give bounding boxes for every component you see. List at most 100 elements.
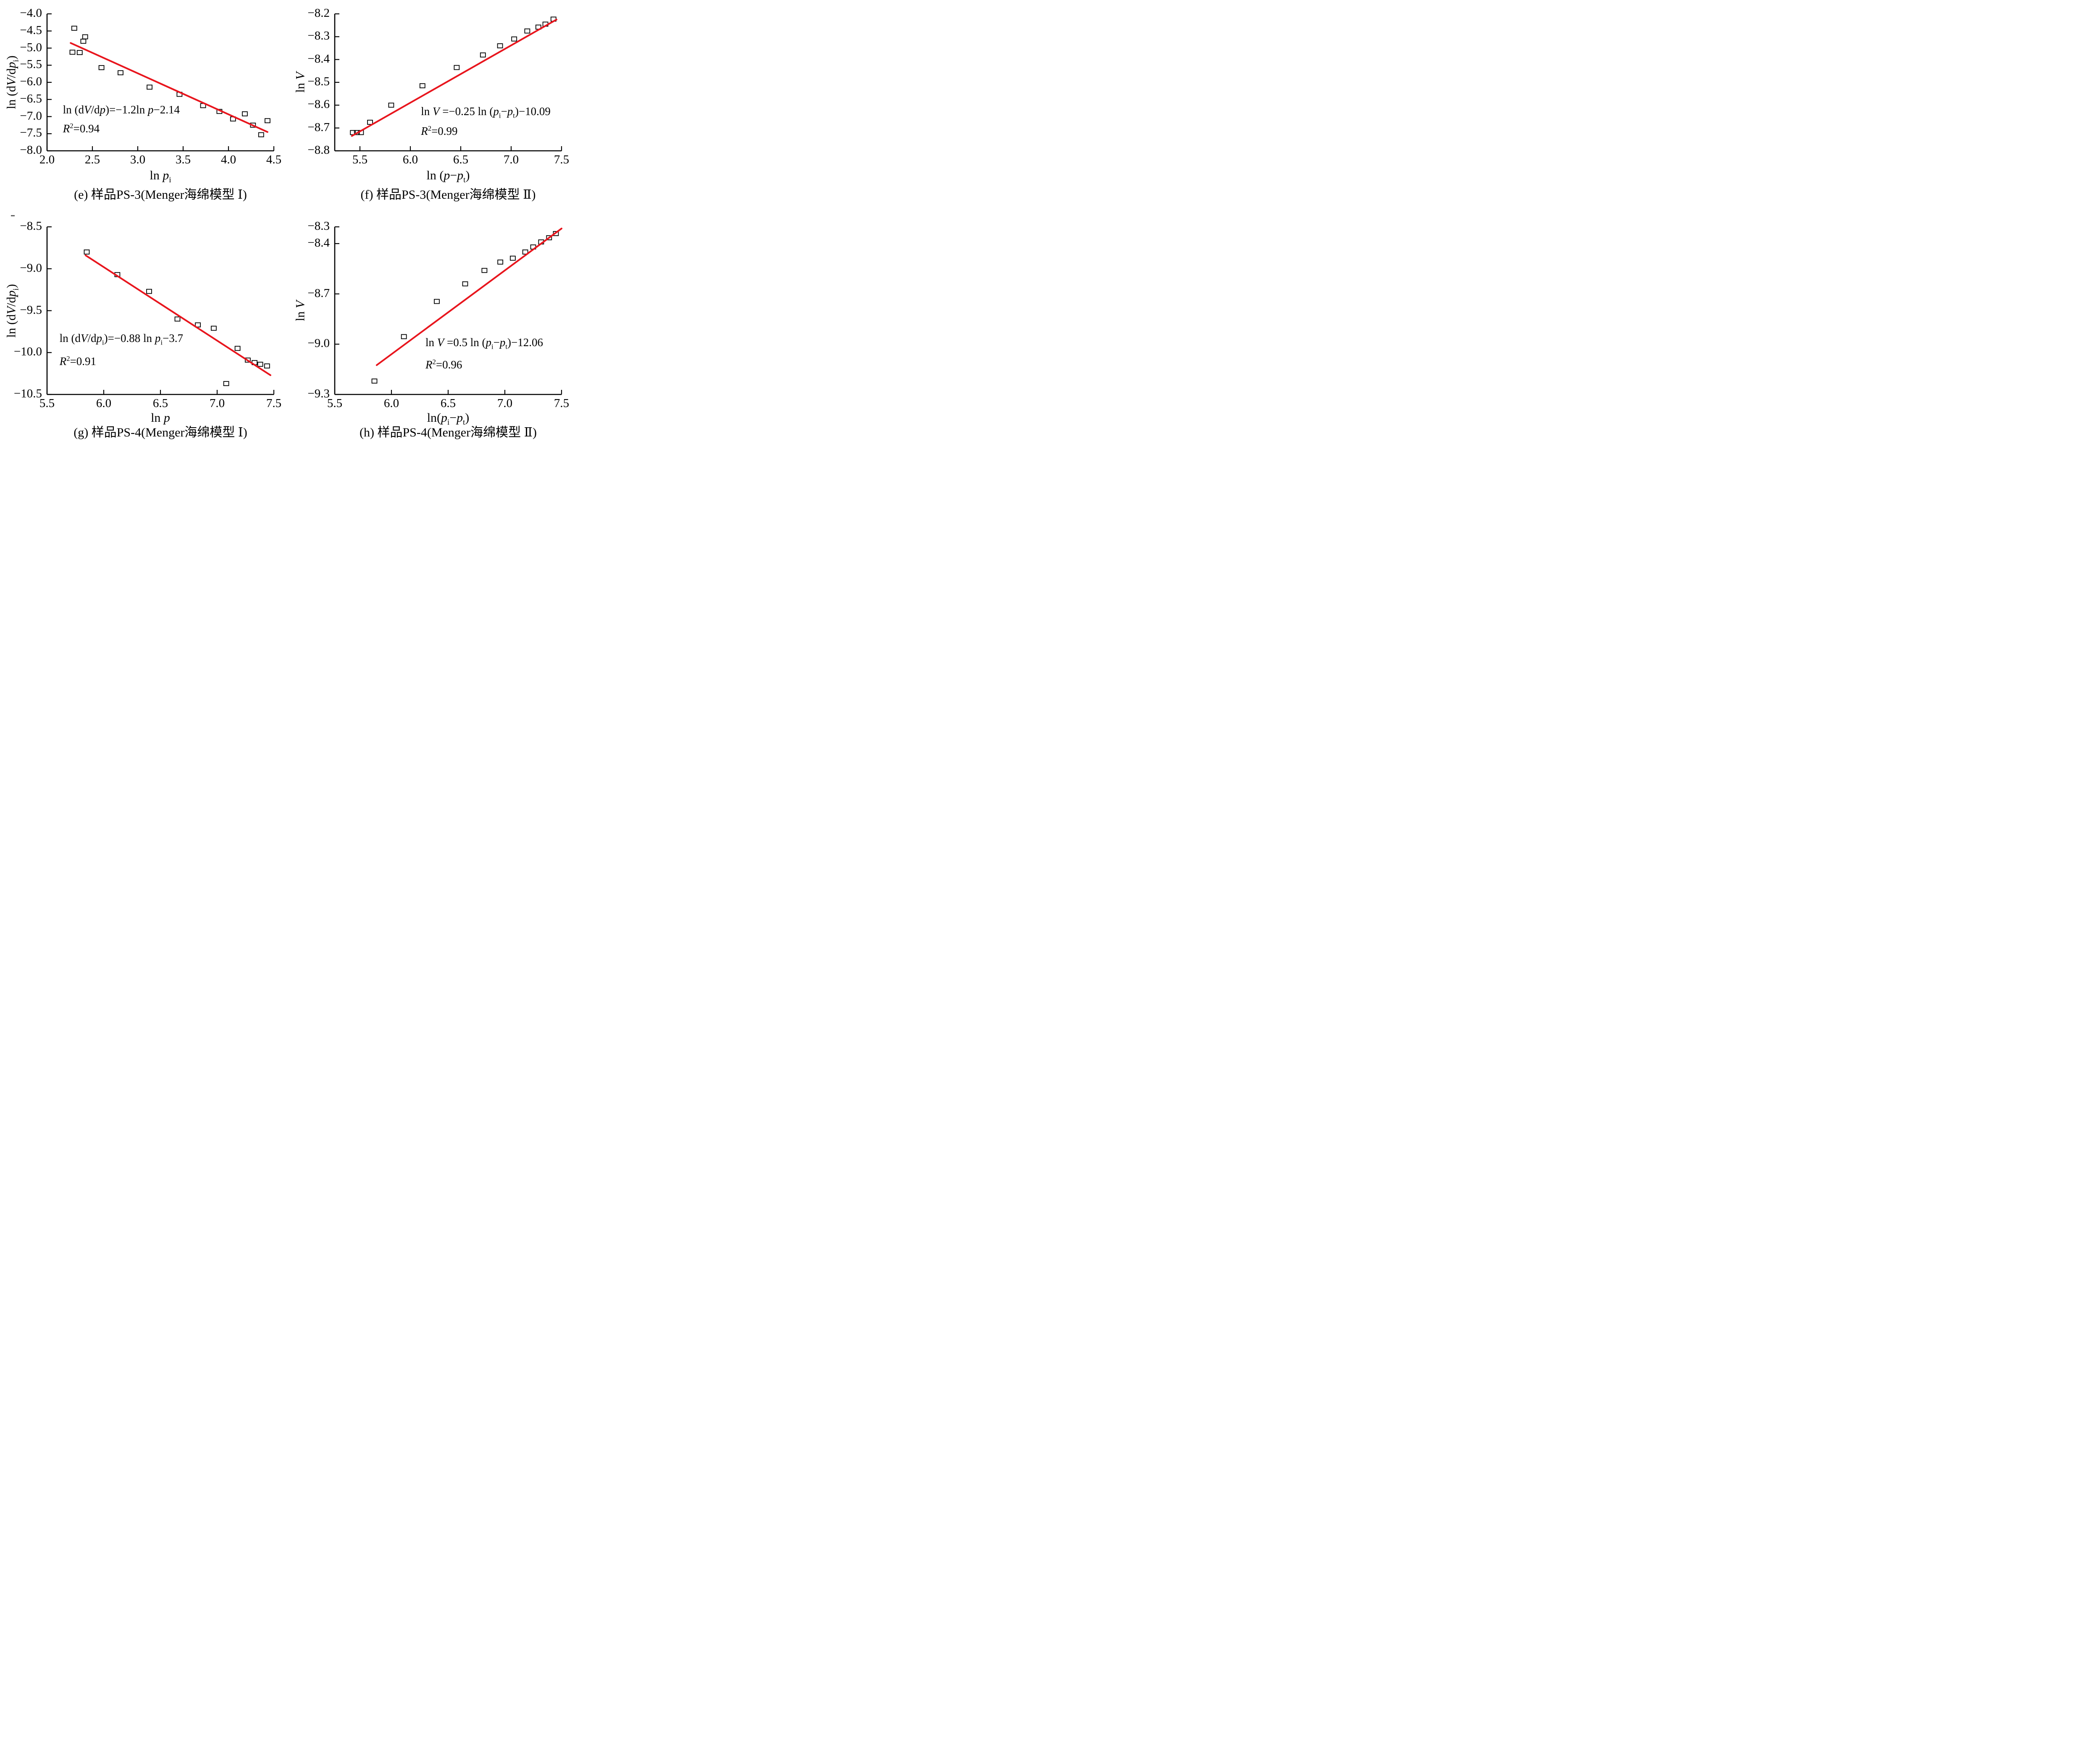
y-tick-label: −8.5 bbox=[20, 219, 42, 233]
label-text: ln bbox=[421, 105, 433, 118]
y-axis-label: ln V bbox=[293, 300, 307, 321]
label-text: − bbox=[449, 411, 457, 425]
data-point-marker bbox=[546, 235, 552, 240]
label-text: −2.14 bbox=[153, 103, 180, 116]
label-text: p bbox=[493, 105, 499, 118]
x-tick-label: 5.5 bbox=[352, 153, 368, 166]
panel-g: −8.5 −9.0 −9.5 −10.0 −10.5 5.5 6.0 6.5 7.0 7.5 ln … bbox=[0, 220, 287, 440]
label-text: p bbox=[96, 332, 102, 345]
x-axis-label: ln(pi−pt) bbox=[335, 411, 562, 427]
data-point-marker bbox=[257, 362, 263, 367]
y-tick-label: −9.3 bbox=[307, 387, 330, 400]
script-text: t bbox=[463, 418, 465, 427]
label-text: V bbox=[80, 332, 88, 345]
data-point-marker bbox=[234, 346, 241, 351]
data-point-marker bbox=[242, 111, 248, 116]
label-text: p bbox=[499, 336, 506, 349]
data-point-marker bbox=[76, 50, 83, 55]
label-text: /d bbox=[4, 296, 18, 307]
panel-caption: (g) 样品PS-4(Menger海绵模型 Ⅰ) bbox=[74, 426, 247, 439]
label-text: )−12.06 bbox=[507, 336, 543, 349]
plot-g bbox=[46, 226, 275, 395]
y-axis-label: ln (dV/dpi) bbox=[5, 55, 21, 109]
label-text: − bbox=[450, 168, 457, 182]
label-text: p bbox=[444, 168, 450, 182]
x-tick-label: 6.0 bbox=[402, 153, 418, 166]
label-text: R bbox=[63, 122, 70, 135]
label-text: R bbox=[421, 125, 428, 138]
y-tick-label: −5.0 bbox=[20, 40, 42, 54]
label-text: p bbox=[507, 105, 513, 118]
r-squared: R2=0.99 bbox=[421, 125, 457, 137]
y-tick-label: −6.5 bbox=[20, 92, 42, 105]
data-point-marker bbox=[264, 363, 270, 369]
x-tick-label: 7.5 bbox=[554, 153, 570, 166]
data-point-marker bbox=[98, 65, 105, 70]
y-tick-label: −10.0 bbox=[13, 345, 42, 359]
label-text: p bbox=[4, 62, 18, 68]
data-point-marker bbox=[462, 281, 468, 286]
label-text: ln bbox=[425, 336, 437, 349]
script-text: i bbox=[499, 111, 501, 120]
y-axis-label: ln (dV/dpi) bbox=[5, 284, 21, 338]
label-text: /d bbox=[91, 103, 100, 116]
fit-line bbox=[70, 42, 268, 133]
label-text: p bbox=[457, 168, 464, 182]
label-text: ln (d bbox=[4, 86, 18, 109]
label-text: R bbox=[59, 355, 67, 368]
label-text: V bbox=[4, 306, 18, 314]
data-point-marker bbox=[454, 65, 460, 70]
script-text: i bbox=[102, 338, 104, 347]
x-tick-label: 4.0 bbox=[220, 153, 236, 166]
data-point-marker bbox=[264, 118, 270, 124]
data-point-marker bbox=[174, 316, 181, 322]
label-text: R bbox=[425, 358, 433, 371]
label-text: /d bbox=[4, 68, 18, 78]
data-point-marker bbox=[522, 249, 528, 255]
y-tick-label: −8.4 bbox=[307, 236, 330, 250]
label-text: ln (d bbox=[59, 332, 81, 345]
y-tick-label: −8.3 bbox=[307, 29, 330, 43]
data-point-marker bbox=[401, 334, 407, 339]
label-text: V bbox=[293, 72, 307, 80]
data-point-marker bbox=[69, 50, 76, 55]
data-point-marker bbox=[147, 84, 152, 90]
script-text: i bbox=[169, 176, 171, 184]
x-tick-label: 6.0 bbox=[96, 397, 112, 410]
data-point-marker bbox=[419, 83, 425, 89]
data-point-marker bbox=[146, 289, 152, 294]
y-tick-label: −5.5 bbox=[20, 58, 42, 71]
r-squared: R2=0.96 bbox=[425, 358, 462, 371]
label-text: =−0.25 ln ( bbox=[439, 105, 494, 118]
x-tick-label: 7.0 bbox=[209, 397, 225, 410]
x-tick-label: 6.0 bbox=[383, 397, 399, 410]
data-point-marker bbox=[195, 322, 201, 328]
panel-caption: (f) 样品PS-3(Menger海绵模型 Ⅱ) bbox=[360, 188, 536, 202]
data-point-marker bbox=[481, 268, 488, 273]
data-point-marker bbox=[497, 259, 504, 265]
x-axis-label: ln p bbox=[47, 411, 274, 425]
y-axis-label: ln V bbox=[293, 72, 307, 92]
x-tick-label: 6.5 bbox=[152, 397, 168, 410]
x-tick-label: 2.5 bbox=[84, 153, 100, 166]
script-text: t bbox=[463, 176, 466, 184]
label-text: V bbox=[437, 336, 444, 349]
y-tick-label: −4.5 bbox=[20, 23, 42, 37]
label-text: −3.7 bbox=[162, 332, 183, 345]
fit-equation: ln V =0.5 ln (pi−pt)−12.06 bbox=[425, 336, 543, 350]
y-tick-label: −10.5 bbox=[13, 387, 42, 400]
data-point-marker bbox=[82, 34, 88, 39]
y-tick-label: −8.8 bbox=[307, 143, 330, 157]
panel-f: −8.2 −8.3 −8.4 −8.5 −8.6 −8.7 −8.8 5.5 6.0 6.5 7.0… bbox=[288, 0, 575, 220]
x-tick-label: 5.5 bbox=[39, 397, 55, 410]
label-text: )=−1.2ln bbox=[105, 103, 148, 116]
label-text: ln (d bbox=[63, 103, 84, 116]
panel-caption: (e) 样品PS-3(Menger海绵模型 Ⅰ) bbox=[74, 188, 247, 202]
script-text: i bbox=[447, 418, 450, 427]
data-point-marker bbox=[84, 249, 90, 255]
x-tick-label: 7.0 bbox=[497, 397, 513, 410]
label-text: ln (d bbox=[4, 314, 18, 338]
x-tick-label: 6.5 bbox=[440, 397, 456, 410]
y-tick-label: −7.0 bbox=[20, 109, 42, 123]
label-text: p bbox=[163, 411, 170, 425]
